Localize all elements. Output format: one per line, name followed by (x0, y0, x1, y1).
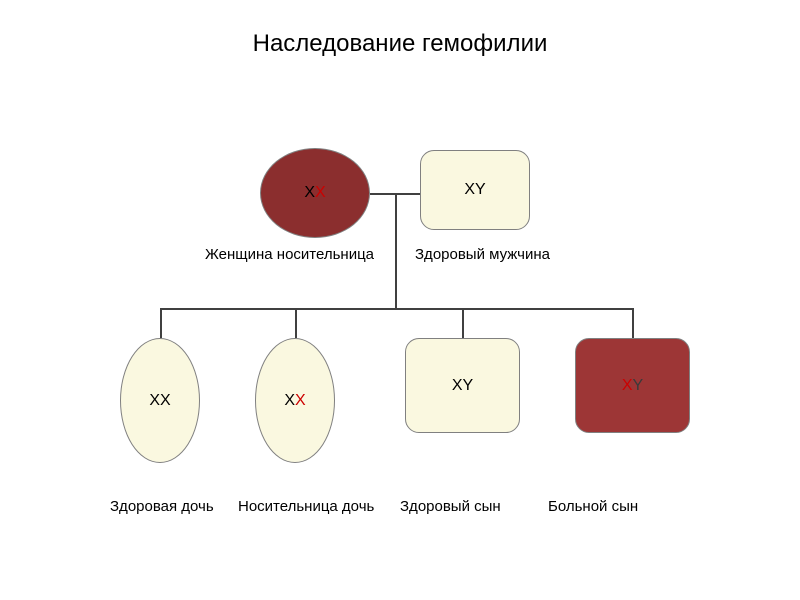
child-node-4: XY (575, 338, 690, 433)
child-label-3: Здоровый сын (400, 498, 501, 515)
child-genotype: XY (622, 377, 643, 395)
child-node-2: XX (255, 338, 335, 463)
allele-1: X (452, 377, 463, 394)
parent-down-line (395, 193, 397, 308)
child-node-1: XX (120, 338, 200, 463)
father-node: XY (420, 150, 530, 230)
child-label-1: Здоровая дочь (110, 498, 214, 515)
allele-1: X (304, 184, 315, 201)
mother-label: Женщина носительница (205, 246, 374, 263)
child-genotype: XX (284, 392, 305, 410)
allele-1: X (622, 377, 633, 394)
mother-genotype: XX (304, 184, 325, 202)
child-drop-4 (632, 308, 634, 338)
allele-2: Y (633, 377, 644, 394)
father-label: Здоровый мужчина (415, 246, 550, 263)
child-node-3: XY (405, 338, 520, 433)
inheritance-diagram: XX Женщина носительница XY Здоровый мужч… (0, 58, 800, 578)
child-drop-1 (160, 308, 162, 338)
allele-2: Y (475, 181, 486, 198)
child-drop-2 (295, 308, 297, 338)
child-genotype: XX (149, 392, 170, 410)
mother-node: XX (260, 148, 370, 238)
allele-2: X (160, 392, 171, 409)
allele-1: X (464, 181, 475, 198)
diagram-title: Наследование гемофилии (0, 0, 800, 58)
allele-2: Y (463, 377, 474, 394)
children-horizontal-line (160, 308, 632, 310)
allele-1: X (149, 392, 160, 409)
allele-2: X (315, 184, 326, 201)
father-genotype: XY (464, 181, 485, 199)
child-label-4: Больной сын (548, 498, 638, 515)
child-label-2: Носительница дочь (238, 498, 374, 515)
child-drop-3 (462, 308, 464, 338)
allele-2: X (295, 392, 306, 409)
child-genotype: XY (452, 377, 473, 395)
allele-1: X (284, 392, 295, 409)
